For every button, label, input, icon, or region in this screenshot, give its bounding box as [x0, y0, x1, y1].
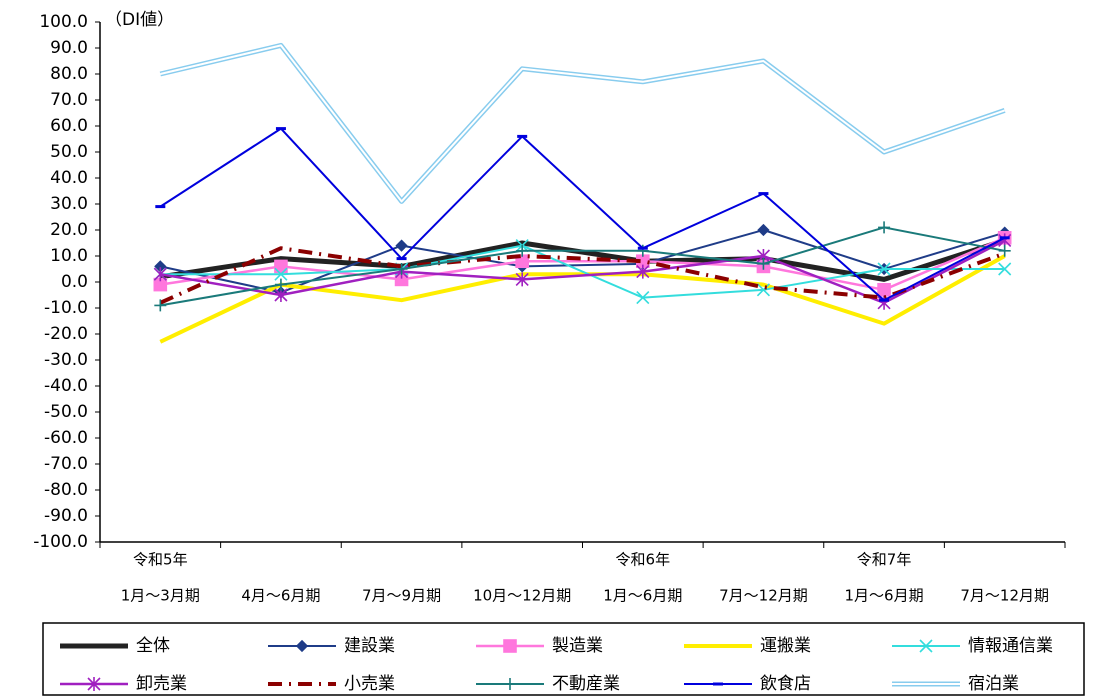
marker [877, 262, 891, 276]
x-tick-label: 1月～6月期 [845, 587, 924, 605]
y-tick-label: -10.0 [44, 298, 88, 318]
series-line [160, 44, 1006, 203]
marker [516, 244, 529, 257]
legend-label: 製造業 [552, 636, 603, 656]
y-tick-label: -90.0 [44, 506, 88, 526]
series-line [159, 42, 1006, 204]
marker [877, 282, 891, 297]
marker [757, 223, 770, 237]
marker [395, 239, 408, 252]
y-unit-label: （DI値） [105, 10, 174, 30]
y-tick-label: 30.0 [50, 194, 88, 214]
series-line [160, 236, 1006, 292]
legend-label: 情報通信業 [968, 636, 1053, 656]
year-label: 令和5年 [133, 551, 188, 569]
x-tick-label: 7月～12月期 [719, 587, 808, 605]
series-line [160, 229, 1005, 294]
y-tick-label: 70.0 [50, 90, 88, 110]
marker [274, 259, 288, 274]
marker [153, 267, 167, 282]
marker [503, 639, 517, 653]
y-tick-label: 60.0 [50, 116, 88, 136]
series-line [160, 226, 1005, 307]
series-line [159, 246, 1006, 305]
marker [274, 267, 288, 281]
marker [998, 262, 1012, 276]
legend-label: 飲食店 [760, 674, 811, 694]
marker [636, 291, 650, 305]
marker [274, 278, 287, 291]
marker [295, 639, 309, 653]
y-tick-label: 0.0 [61, 272, 88, 292]
series-line [159, 238, 1006, 282]
x-tick-label: 7月～12月期 [960, 587, 1049, 605]
x-tick-label: 1月～3月期 [121, 587, 200, 605]
x-tick-label: 1月～6月期 [603, 587, 682, 605]
y-tick-label: 20.0 [50, 220, 88, 240]
y-tick-label: 100.0 [39, 12, 88, 32]
y-tick-label: 80.0 [50, 64, 88, 84]
marker [154, 299, 167, 312]
y-tick-label: -70.0 [44, 454, 88, 474]
x-tick-label: 4月～6月期 [241, 587, 320, 605]
marker [87, 677, 101, 691]
marker [878, 221, 891, 234]
y-tick-label: 90.0 [50, 38, 88, 58]
legend-label: 不動産業 [552, 674, 620, 694]
series-line [159, 127, 1006, 302]
marker [756, 283, 771, 297]
marker [919, 639, 933, 653]
y-tick-label: -60.0 [44, 428, 88, 448]
legend-label: 運搬業 [760, 636, 811, 656]
series-line [159, 254, 1006, 344]
marker [395, 263, 408, 275]
legend-label: 卸売業 [136, 674, 187, 694]
year-label: 令和6年 [616, 551, 671, 569]
legend-box [42, 622, 1085, 696]
marker [998, 244, 1011, 257]
x-tick-label: 7月～9月期 [362, 587, 441, 605]
y-tick-label: 10.0 [50, 246, 88, 266]
y-tick-label: 40.0 [50, 168, 88, 188]
marker [515, 272, 529, 287]
year-label: 令和7年 [857, 551, 912, 569]
marker [504, 678, 516, 690]
y-tick-label: -80.0 [44, 480, 88, 500]
legend-label: 宿泊業 [968, 674, 1019, 694]
series-line [160, 244, 1005, 299]
legend-label: 建設業 [344, 636, 395, 656]
y-tick-label: 50.0 [50, 142, 88, 162]
x-tick-label: 10月～12月期 [473, 587, 571, 605]
legend-label: 全体 [136, 636, 170, 656]
y-tick-label: -20.0 [44, 324, 88, 344]
y-tick-label: -30.0 [44, 350, 88, 370]
marker [636, 264, 650, 279]
y-tick-label: -100.0 [33, 532, 88, 552]
y-tick-label: -40.0 [44, 376, 88, 396]
marker [757, 257, 770, 270]
y-tick-label: -50.0 [44, 402, 88, 422]
legend-label: 小売業 [344, 674, 395, 694]
